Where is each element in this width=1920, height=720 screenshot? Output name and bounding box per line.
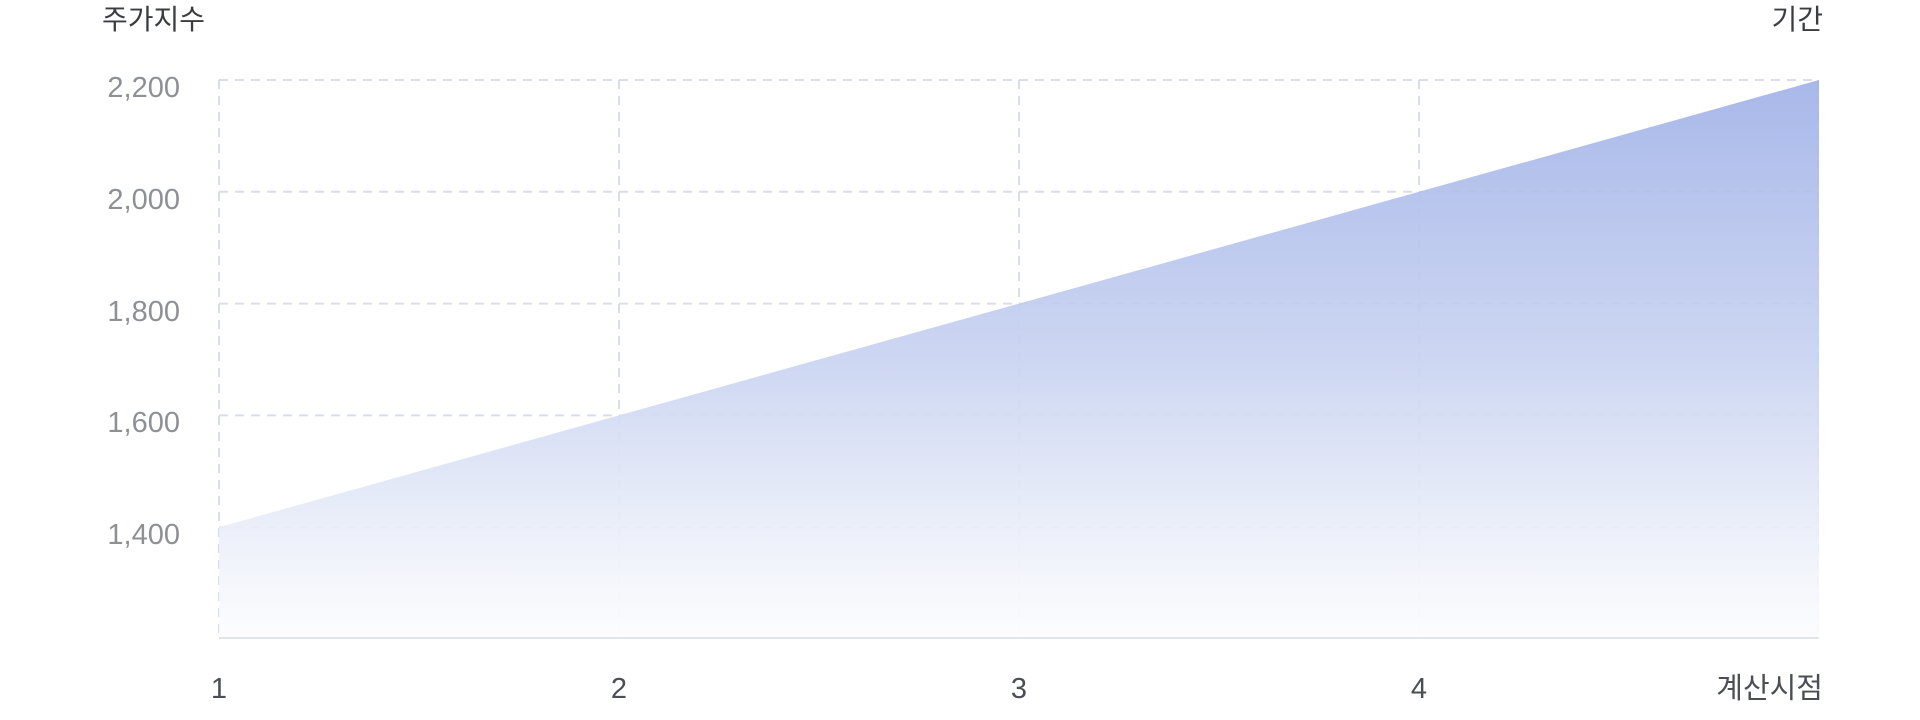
y-tick-label: 2,200 [107, 72, 180, 104]
plot-area [218, 79, 1819, 639]
y-axis-title: 주가지수 [102, 4, 206, 35]
x-tick-label: 3 [1010, 673, 1028, 705]
x-axis-title: 기간 [1771, 4, 1823, 35]
y-tick-label: 2,000 [107, 183, 180, 216]
x-tick-label: 4 [1410, 673, 1428, 705]
x-tick-label: 계산시점 [1716, 673, 1823, 705]
y-tick-label: 1,800 [107, 295, 180, 328]
area-fill [219, 80, 1819, 639]
x-tick-label: 2 [610, 673, 628, 705]
x-tick-label: 1 [210, 673, 228, 705]
y-tick-label: 1,400 [107, 519, 180, 552]
y-tick-label: 1,600 [107, 407, 180, 440]
